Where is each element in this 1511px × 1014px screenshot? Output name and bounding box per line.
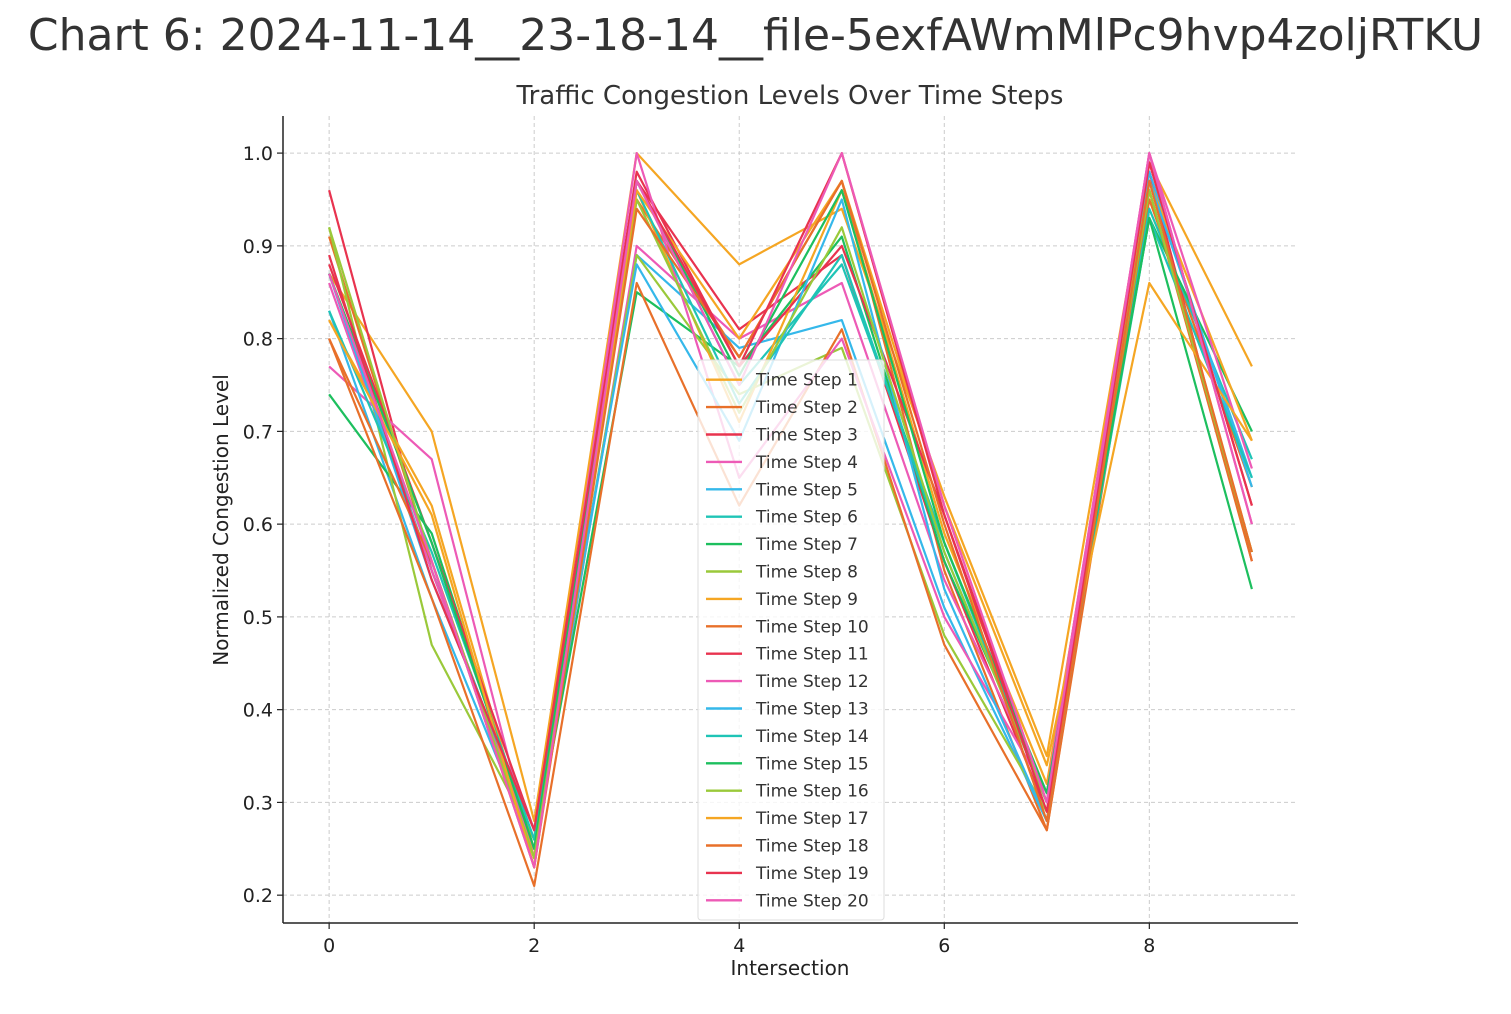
legend-label: Time Step 14 (755, 727, 869, 747)
legend-label: Time Step 8 (755, 563, 858, 583)
x-tick-label: 6 (938, 935, 950, 957)
legend-box (697, 359, 885, 921)
x-axis-label: Intersection (731, 956, 850, 980)
axes: 0 2 4 6 8 0.2 0.3 0.4 0.5 0.6 0.7 0.8 0.9 1.0 (243, 116, 1298, 957)
legend-label: Time Step 19 (755, 864, 869, 884)
y-tick-label: 0.9 (243, 236, 273, 258)
y-tick-label: 0.6 (243, 514, 273, 536)
legend-label: Time Step 2 (755, 398, 858, 418)
x-tick-label: 2 (528, 935, 540, 957)
legend-label: Time Step 6 (755, 508, 858, 528)
legend-label: Time Step 9 (755, 590, 858, 610)
legend-label: Time Step 7 (755, 535, 858, 555)
legend-label: Time Step 18 (755, 837, 869, 857)
legend-label: Time Step 15 (755, 754, 869, 774)
x-tick-label: 4 (733, 935, 745, 957)
legend-label: Time Step 3 (755, 426, 858, 446)
series-line-time-step-20 (328, 152, 1253, 869)
legend-label: Time Step 5 (755, 480, 858, 500)
y-tick-label: 0.2 (243, 885, 273, 907)
legend: Time Step 1 Time Step 2 Time Step 3 Time St… (697, 359, 885, 921)
y-tick-label: 0.8 (243, 329, 273, 351)
chart-title: Traffic Congestion Levels Over Time Step… (516, 81, 1064, 111)
x-tick-label: 8 (1143, 935, 1155, 957)
y-tick-label: 1.0 (243, 143, 273, 165)
legend-label: Time Step 20 (755, 891, 869, 911)
page-title: Chart 6: 2024-11-14__23-18-14__file-5exf… (27, 10, 1484, 61)
legend-label: Time Step 17 (755, 809, 869, 829)
legend-label: Time Step 11 (755, 645, 869, 665)
y-tick-label: 0.7 (243, 421, 273, 443)
legend-label: Time Step 12 (755, 672, 869, 692)
legend-label: Time Step 10 (755, 617, 869, 637)
legend-label: Time Step 16 (755, 782, 869, 802)
x-tick-label: 0 (323, 935, 335, 957)
y-axis-label: Normalized Congestion Level (209, 374, 233, 666)
legend-label: Time Step 4 (755, 453, 858, 473)
legend-label: Time Step 1 (755, 371, 858, 391)
legend-label: Time Step 13 (755, 700, 869, 720)
series-line-time-step-19 (328, 152, 1253, 832)
series-line-time-step-1 (328, 152, 1253, 823)
y-tick-label: 0.4 (243, 700, 273, 722)
y-tick-label: 0.5 (243, 607, 273, 629)
y-tick-label: 0.3 (243, 792, 273, 814)
